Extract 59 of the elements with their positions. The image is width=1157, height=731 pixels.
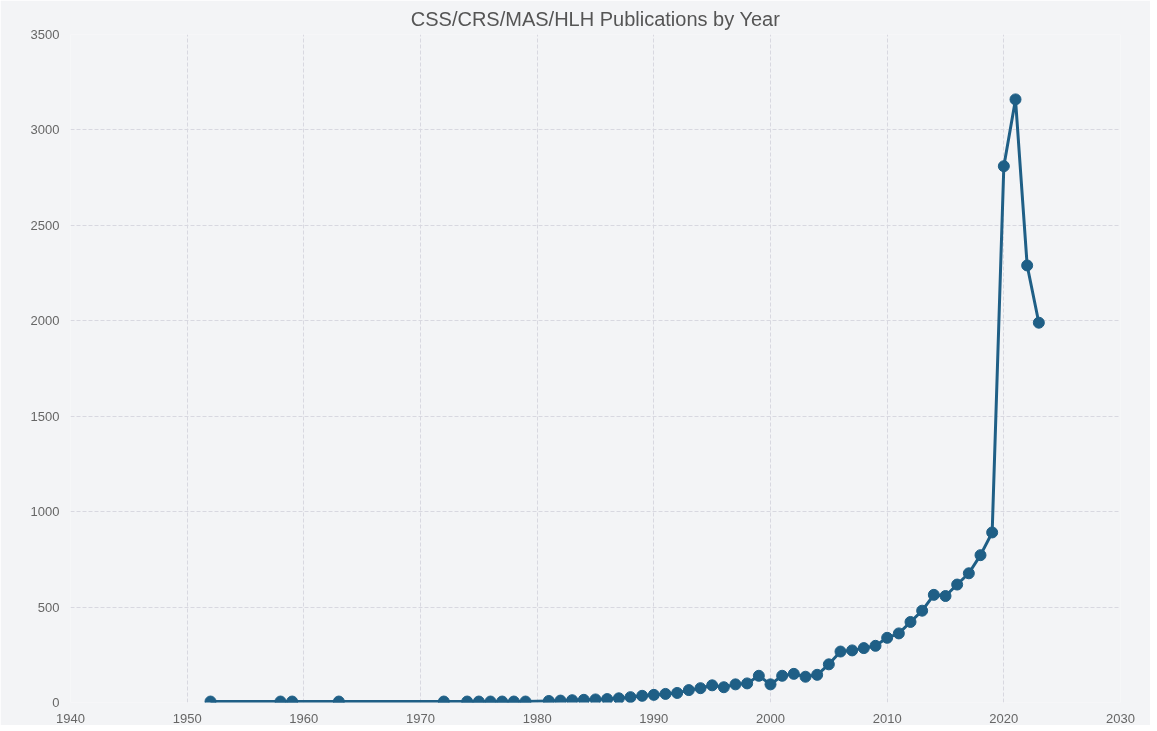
x-tick-label: 1980	[522, 710, 552, 726]
y-tick-label: 2500	[30, 217, 60, 233]
point	[962, 567, 975, 580]
x-tick-label: 1950	[172, 710, 202, 726]
point	[729, 678, 742, 691]
point	[659, 687, 672, 700]
point	[787, 667, 800, 680]
point	[811, 668, 824, 681]
point	[986, 526, 999, 539]
point	[612, 692, 625, 703]
y-tick-label: 2000	[30, 313, 60, 329]
y-tick-label: 3000	[30, 122, 60, 138]
x-tick-label: 2030	[1106, 710, 1135, 726]
x-tick-label: 2020	[989, 710, 1019, 726]
point	[717, 681, 730, 694]
point	[892, 627, 905, 640]
point	[647, 688, 660, 701]
point	[939, 590, 952, 602]
point	[916, 604, 929, 617]
point	[881, 631, 894, 644]
x-tick-label: 2010	[872, 710, 902, 726]
point	[636, 689, 649, 702]
point	[951, 578, 964, 591]
point	[682, 684, 695, 697]
chart-title: CSS/CRS/MAS/HLH Publications by Year	[410, 7, 781, 30]
point	[822, 658, 835, 671]
point	[589, 693, 602, 703]
y-tick-label: 1500	[30, 408, 60, 424]
x-tick-label: 2000	[756, 710, 785, 726]
x-tick-label: 1940	[56, 710, 85, 726]
x-tick-label: 1990	[639, 710, 669, 726]
point	[857, 642, 870, 655]
point	[997, 160, 1010, 173]
point	[799, 670, 812, 683]
point	[706, 679, 719, 692]
point	[1032, 316, 1045, 329]
point	[601, 693, 614, 703]
point	[694, 682, 707, 695]
point	[776, 669, 789, 682]
point	[1021, 259, 1034, 272]
point	[764, 678, 777, 691]
point	[869, 639, 882, 652]
y-tick-label: 500	[37, 599, 60, 615]
point	[624, 691, 637, 703]
point	[1009, 93, 1022, 106]
point	[927, 588, 940, 601]
y-tick-label: 3500	[30, 27, 60, 42]
point	[577, 693, 590, 703]
y-tick-label: 1000	[30, 504, 60, 520]
point	[904, 615, 917, 628]
point	[752, 669, 765, 682]
x-tick-label: 1960	[289, 710, 319, 726]
x-tick-label: 1970	[406, 710, 435, 726]
point	[671, 686, 684, 699]
point	[846, 644, 859, 657]
y-tick-label: 0	[52, 695, 60, 710]
point	[974, 549, 987, 562]
point	[834, 645, 847, 658]
point	[741, 677, 754, 690]
